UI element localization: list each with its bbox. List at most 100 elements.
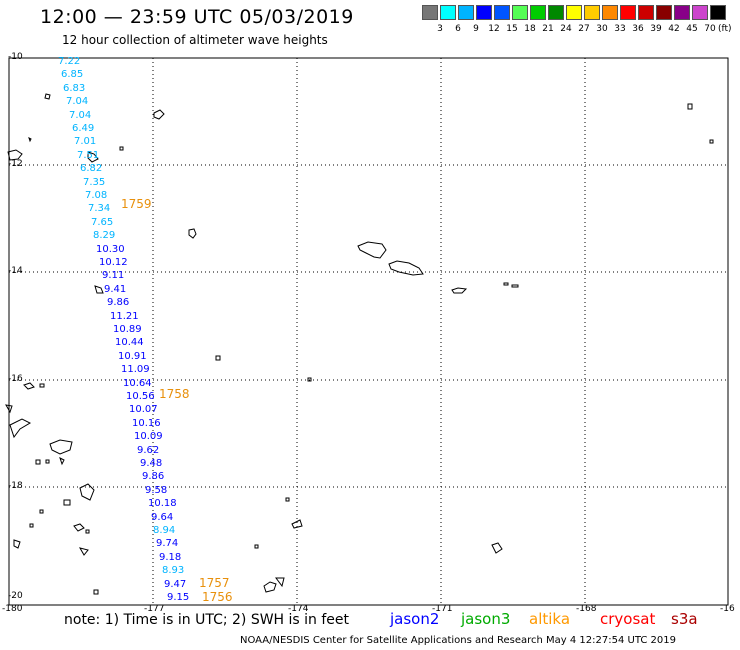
wave-height-value: 7.22 [58, 56, 81, 67]
wave-height-value: 9.11 [102, 270, 125, 281]
island [63, 499, 71, 506]
wave-height-value: 9.58 [145, 485, 168, 496]
pass-time: 1756 [202, 590, 233, 604]
pass-time: 1757 [199, 576, 230, 590]
island [28, 137, 32, 143]
color-scale-label: 39 [650, 24, 662, 34]
wave-height-value: 8.94 [153, 525, 176, 536]
island [254, 544, 259, 549]
lon-label: -177 [144, 604, 165, 614]
color-swatch [458, 5, 474, 20]
wave-height-value: 10.89 [113, 324, 142, 335]
map-frame [8, 57, 729, 606]
wave-height-value: 6.85 [61, 69, 84, 80]
island-viti-levu [49, 439, 73, 455]
island [29, 509, 44, 528]
wave-height-value: 9.86 [142, 471, 165, 482]
lon-label: -171 [432, 604, 453, 614]
wave-height-value: 9.74 [156, 538, 179, 549]
island [687, 103, 714, 144]
lon-label: -180 [2, 604, 23, 614]
island-tutuila [451, 287, 468, 294]
wave-height-value: 9.18 [159, 552, 182, 563]
island [5, 404, 13, 414]
wave-height-value: 10.18 [148, 498, 177, 509]
units-note: note: 1) Time is in UTC; 2) SWH is in fe… [64, 612, 350, 628]
color-scale-label: 45 [686, 24, 698, 34]
color-scale-unit: (ft) [718, 24, 732, 34]
lat-label: -12 [8, 159, 23, 169]
map-title: 12:00 — 23:59 UTC 05/03/2019 [40, 6, 354, 28]
color-swatch [584, 5, 600, 20]
legend-s3a: s3a [671, 610, 698, 628]
wave-height-value: 9.64 [151, 512, 174, 523]
island-upolu [388, 260, 424, 276]
wave-height-value: 10.91 [118, 351, 147, 362]
island [13, 539, 21, 549]
color-scale-label: 21 [542, 24, 554, 34]
wave-height-value: 9.62 [137, 445, 160, 456]
color-scale-label: 33 [614, 24, 626, 34]
wave-height-value: 6.83 [63, 83, 86, 94]
island [307, 377, 312, 382]
island-haapai [263, 577, 285, 593]
wave-height-value: 10.09 [134, 431, 163, 442]
island-manua [503, 282, 519, 288]
wave-height-value: 9.86 [107, 297, 130, 308]
wave-height-value: 10.44 [115, 337, 144, 348]
island [35, 457, 65, 466]
wave-height-value: 10.64 [123, 378, 152, 389]
wave-height-value: 9.41 [104, 284, 127, 295]
island-vavau [291, 519, 303, 529]
wave-height-value: 7.04 [66, 96, 89, 107]
legend-altika: altika [529, 610, 571, 628]
island [93, 589, 99, 595]
legend-jason2: jason2 [390, 610, 440, 628]
color-swatch [638, 5, 654, 20]
wave-height-value: 11.21 [110, 311, 139, 322]
legend-jason3: jason3 [461, 610, 511, 628]
color-swatch [566, 5, 582, 20]
island [23, 382, 45, 390]
pass-time: 1759 [121, 197, 152, 211]
wave-height-value: 8.93 [162, 565, 185, 576]
pass-time: 1758 [159, 387, 190, 401]
wave-height-value: 8.29 [93, 230, 116, 241]
color-swatch [530, 5, 546, 20]
color-scale-label: 24 [560, 24, 572, 34]
island [73, 523, 90, 556]
wave-height-value: 10.07 [129, 404, 158, 415]
lat-label: -20 [8, 591, 23, 601]
island [119, 146, 124, 151]
wave-height-value: 9.48 [140, 458, 163, 469]
island [215, 355, 221, 361]
island [153, 109, 165, 120]
lat-label: -10 [8, 52, 23, 62]
color-scale-label: 6 [455, 24, 461, 34]
color-scale-label: 27 [578, 24, 590, 34]
color-swatch [620, 5, 636, 20]
wave-height-value: 6.82 [80, 163, 103, 174]
wave-height-value: 10.56 [126, 391, 155, 402]
color-swatch [602, 5, 618, 20]
color-swatch [512, 5, 528, 20]
color-swatch [710, 5, 726, 20]
color-scale-label: 30 [596, 24, 608, 34]
footer-credit: NOAA/NESDIS Center for Satellite Applica… [240, 635, 676, 646]
color-swatch [422, 5, 438, 20]
coastlines [5, 93, 714, 595]
lat-label: -14 [8, 266, 23, 276]
color-scale-label: 36 [632, 24, 644, 34]
wave-height-value: 7.01 [74, 136, 97, 147]
color-swatch [548, 5, 564, 20]
lon-label: -16 [720, 604, 735, 614]
color-swatch [674, 5, 690, 20]
wave-height-value: 10.30 [96, 244, 125, 255]
color-swatch [440, 5, 456, 20]
color-swatch [494, 5, 510, 20]
wave-height-value: 11.09 [121, 364, 150, 375]
color-scale-label: 12 [488, 24, 500, 34]
island-niuafoou [188, 228, 197, 239]
lat-label: -16 [8, 374, 23, 384]
